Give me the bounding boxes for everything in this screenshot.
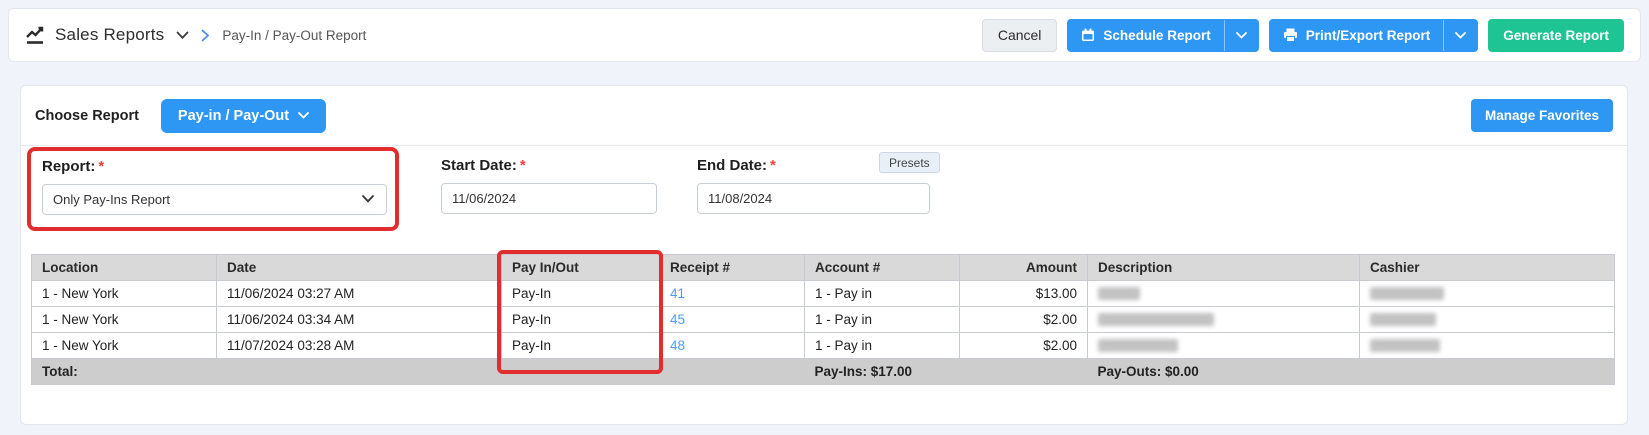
cell-date: 11/06/2024 03:34 AM bbox=[216, 306, 502, 333]
report-panel: Choose Report Pay-in / Pay-Out Manage Fa… bbox=[20, 85, 1628, 425]
calendar-icon bbox=[1081, 28, 1095, 42]
cell-location: 1 - New York bbox=[31, 306, 217, 333]
page-title: Sales Reports bbox=[55, 25, 165, 44]
col-header-description: Description bbox=[1087, 254, 1360, 281]
schedule-report-dropdown-caret[interactable] bbox=[1223, 19, 1258, 51]
cancel-button[interactable]: Cancel bbox=[981, 18, 1058, 52]
required-asterisk: * bbox=[98, 158, 105, 175]
table-header-row: Location Date Pay In/Out Receipt # Accou… bbox=[31, 254, 1615, 281]
required-asterisk: * bbox=[770, 157, 776, 174]
schedule-report-label: Schedule Report bbox=[1103, 27, 1211, 43]
cell-pay-in-out: Pay-In bbox=[501, 306, 660, 333]
receipt-link[interactable]: 41 bbox=[670, 286, 686, 301]
presets-button[interactable]: Presets bbox=[879, 152, 940, 173]
col-header-pay-in-out: Pay In/Out bbox=[501, 254, 660, 281]
breadcrumb: Sales Reports Pay-In / Pay-Out Report bbox=[25, 25, 982, 45]
total-label: Total: bbox=[31, 358, 805, 385]
col-header-date: Date bbox=[216, 254, 502, 281]
cell-cashier-redacted bbox=[1359, 332, 1615, 359]
line-chart-icon bbox=[25, 25, 45, 45]
print-export-button[interactable]: Print/Export Report bbox=[1270, 28, 1444, 43]
cell-description-redacted bbox=[1087, 332, 1360, 359]
chevron-right-icon bbox=[201, 29, 210, 42]
cell-pay-in-out: Pay-In bbox=[501, 280, 660, 307]
redacted-text bbox=[1098, 313, 1214, 326]
cell-description-redacted bbox=[1087, 280, 1360, 307]
cell-receipt: 48 bbox=[659, 332, 805, 359]
generate-report-button[interactable]: Generate Report bbox=[1488, 18, 1624, 52]
cell-amount: $2.00 bbox=[959, 306, 1088, 333]
total-empty-cell bbox=[1359, 358, 1615, 385]
chevron-down-icon[interactable] bbox=[176, 31, 189, 40]
choose-report-label: Choose Report bbox=[35, 107, 139, 124]
start-date-input[interactable] bbox=[441, 183, 657, 214]
cell-account: 1 - Pay in bbox=[804, 306, 960, 333]
cell-account: 1 - Pay in bbox=[804, 280, 960, 307]
report-table: Location Date Pay In/Out Receipt # Accou… bbox=[31, 254, 1615, 385]
required-asterisk: * bbox=[519, 157, 526, 174]
end-date-input[interactable] bbox=[697, 183, 930, 214]
cell-pay-in-out: Pay-In bbox=[501, 332, 660, 359]
start-date-group: Start Date: * bbox=[441, 146, 657, 214]
table-row: 1 - New York 11/06/2024 03:27 AM Pay-In 41 1… bbox=[31, 280, 1615, 307]
col-header-location: Location bbox=[31, 254, 217, 281]
schedule-report-split-button[interactable]: Schedule Report bbox=[1067, 18, 1259, 52]
col-header-account: Account # bbox=[804, 254, 960, 281]
col-header-receipt: Receipt # bbox=[659, 254, 805, 281]
breadcrumb-current: Pay-In / Pay-Out Report bbox=[222, 27, 367, 43]
receipt-link[interactable]: 48 bbox=[670, 338, 686, 353]
report-type-dropdown-button[interactable]: Pay-in / Pay-Out bbox=[160, 98, 327, 133]
schedule-report-button[interactable]: Schedule Report bbox=[1068, 28, 1223, 43]
table-total-row: Total: Pay-Ins: $17.00 Pay-Outs: $0.00 bbox=[31, 358, 1615, 385]
annotation-box-report-field: Report: * Only Pay-Ins Report bbox=[27, 147, 399, 231]
cell-amount: $13.00 bbox=[959, 280, 1088, 307]
table-row: 1 - New York 11/07/2024 03:28 AM Pay-In 48 1… bbox=[31, 332, 1615, 359]
manage-favorites-button[interactable]: Manage Favorites bbox=[1470, 99, 1613, 132]
redacted-text bbox=[1370, 287, 1444, 300]
report-select[interactable]: Only Pay-Ins Report bbox=[42, 184, 387, 215]
end-date-group: End Date:* Presets bbox=[697, 146, 940, 214]
cell-location: 1 - New York bbox=[31, 332, 217, 359]
cell-date: 11/07/2024 03:28 AM bbox=[216, 332, 502, 359]
print-export-dropdown-caret[interactable] bbox=[1443, 19, 1477, 51]
cell-receipt: 45 bbox=[659, 306, 805, 333]
print-export-split-button[interactable]: Print/Export Report bbox=[1268, 18, 1479, 52]
report-field-label: Report: * bbox=[42, 158, 105, 175]
report-type-value: Pay-in / Pay-Out bbox=[177, 107, 290, 124]
print-export-label: Print/Export Report bbox=[1305, 27, 1431, 43]
col-header-cashier: Cashier bbox=[1359, 254, 1615, 281]
topbar-actions: Cancel Schedule Report Print/Export Repo… bbox=[981, 18, 1624, 52]
redacted-text bbox=[1098, 287, 1140, 300]
receipt-link[interactable]: 45 bbox=[670, 312, 686, 327]
cell-amount: $2.00 bbox=[959, 332, 1088, 359]
filter-form: Report: * Only Pay-Ins Report Start Date:… bbox=[21, 146, 1627, 231]
printer-icon bbox=[1283, 28, 1298, 42]
total-pay-ins: Pay-Ins: $17.00 bbox=[804, 358, 1088, 385]
cell-description-redacted bbox=[1087, 306, 1360, 333]
total-pay-outs: Pay-Outs: $0.00 bbox=[1087, 358, 1360, 385]
cell-cashier-redacted bbox=[1359, 306, 1615, 333]
redacted-text bbox=[1370, 313, 1436, 326]
choose-report-row: Choose Report Pay-in / Pay-Out Manage Fa… bbox=[21, 86, 1627, 146]
col-header-amount: Amount bbox=[959, 254, 1088, 281]
redacted-text bbox=[1370, 339, 1440, 352]
top-header-bar: Sales Reports Pay-In / Pay-Out Report Ca… bbox=[8, 8, 1641, 62]
redacted-text bbox=[1098, 339, 1178, 352]
end-date-label: End Date: * bbox=[697, 157, 776, 174]
table-row: 1 - New York 11/06/2024 03:34 AM Pay-In 45 1… bbox=[31, 306, 1615, 333]
start-date-label: Start Date: * bbox=[441, 157, 526, 174]
cell-cashier-redacted bbox=[1359, 280, 1615, 307]
cell-date: 11/06/2024 03:27 AM bbox=[216, 280, 502, 307]
cell-account: 1 - Pay in bbox=[804, 332, 960, 359]
report-table-wrap: Location Date Pay In/Out Receipt # Accou… bbox=[31, 250, 1615, 385]
cell-receipt: 41 bbox=[659, 280, 805, 307]
cell-location: 1 - New York bbox=[31, 280, 217, 307]
